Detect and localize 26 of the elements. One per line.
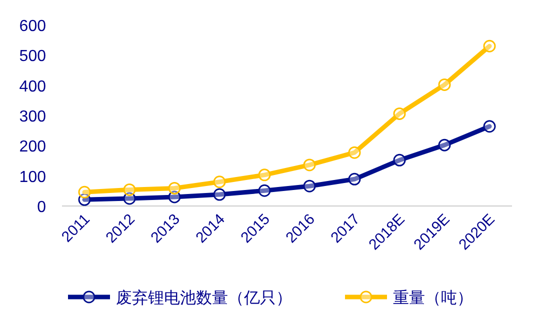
point xyxy=(393,107,406,120)
y-tick-label: 100 xyxy=(19,168,46,186)
point xyxy=(348,146,361,159)
point xyxy=(258,168,271,182)
legend-label: 废弃锂电池数量（亿只） xyxy=(116,288,292,307)
point xyxy=(483,120,496,133)
legend-label: 重量（吨） xyxy=(393,288,473,307)
y-tick-label: 500 xyxy=(19,48,46,66)
point xyxy=(483,40,496,52)
point xyxy=(258,184,271,197)
y-tick-label: 300 xyxy=(19,108,46,126)
y-tick-label: 200 xyxy=(19,138,46,156)
point xyxy=(393,154,406,166)
point xyxy=(123,183,136,196)
y-tick-label: 0 xyxy=(37,199,46,216)
point xyxy=(213,188,226,201)
point xyxy=(303,180,316,192)
point xyxy=(348,172,361,186)
point xyxy=(78,186,91,198)
point xyxy=(168,182,181,194)
y-tick-label: 400 xyxy=(19,78,46,96)
y-tick-label: 600 xyxy=(19,18,46,35)
point xyxy=(438,138,451,152)
point xyxy=(213,176,226,188)
point xyxy=(303,158,316,172)
point xyxy=(438,78,451,91)
